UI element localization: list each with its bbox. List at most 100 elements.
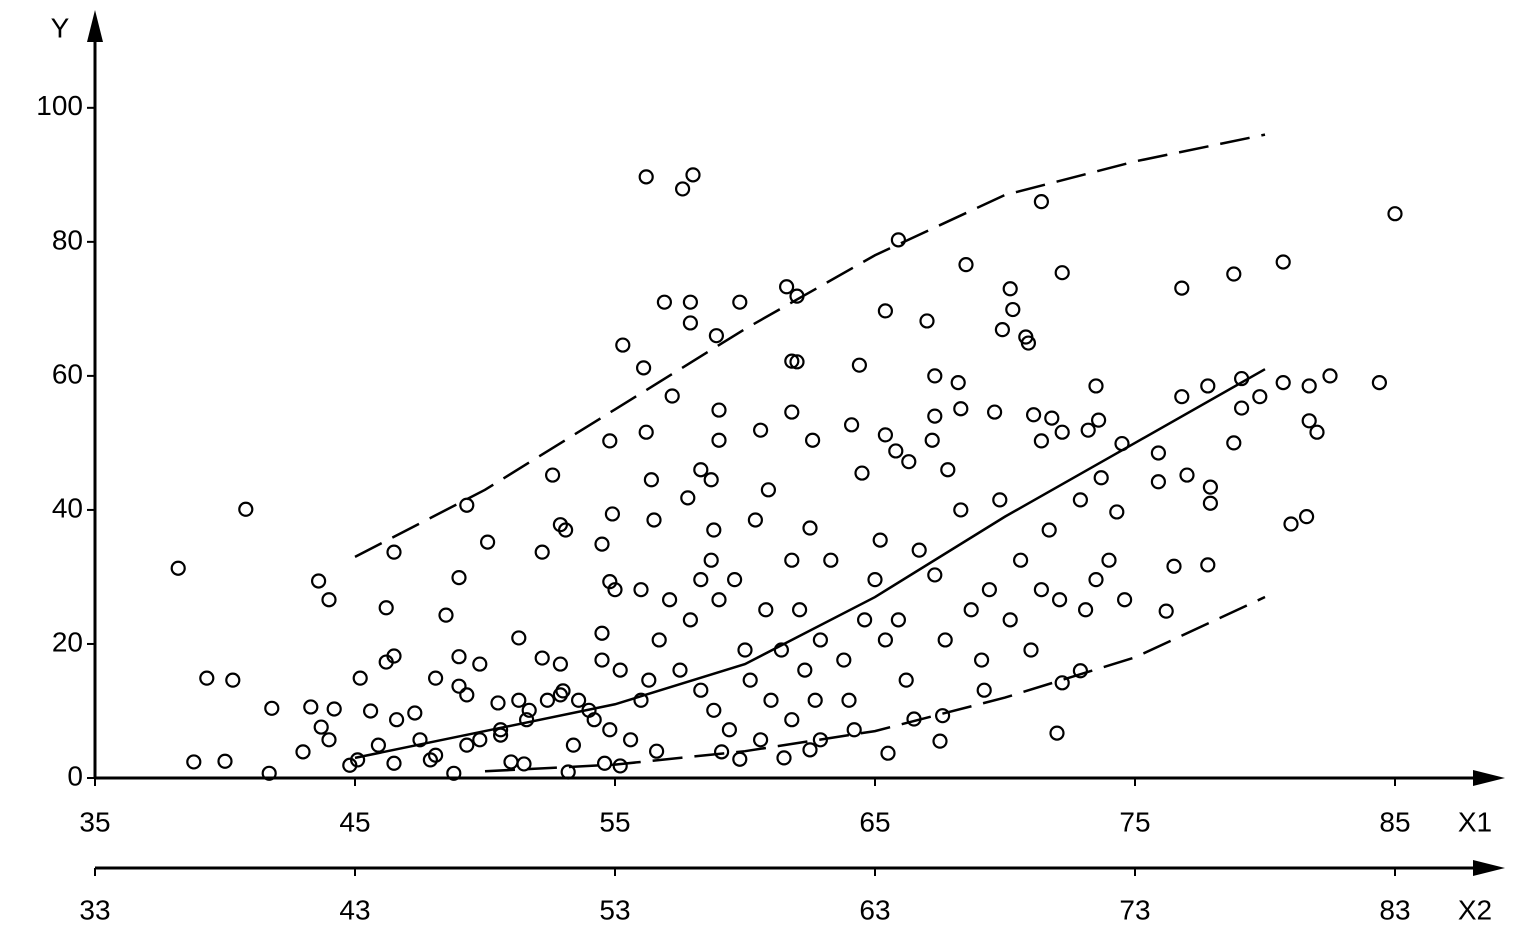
- point: [459, 687, 475, 703]
- point: [511, 692, 527, 708]
- x2-tick-label: 73: [1119, 894, 1150, 925]
- point: [638, 169, 654, 185]
- x-tick-label: 55: [599, 806, 630, 837]
- point: [789, 288, 805, 304]
- point: [1044, 410, 1060, 426]
- curve: [484, 595, 1266, 773]
- point: [773, 642, 790, 658]
- y-tick-label: 80: [52, 224, 83, 255]
- point: [493, 722, 509, 738]
- point: [950, 374, 966, 391]
- point: [451, 678, 467, 694]
- point: [1109, 504, 1125, 520]
- point: [841, 692, 857, 708]
- point: [586, 712, 602, 728]
- point: [1166, 558, 1182, 574]
- y-tick-label: 0: [67, 760, 83, 791]
- point: [1101, 552, 1117, 568]
- point: [758, 602, 774, 618]
- point: [963, 602, 979, 618]
- point: [1179, 467, 1195, 483]
- point: [1226, 266, 1242, 282]
- point: [303, 699, 319, 715]
- x2-tick-label: 63: [859, 894, 890, 925]
- point: [890, 612, 907, 628]
- point: [170, 560, 186, 576]
- point: [633, 692, 649, 708]
- point: [1114, 435, 1130, 452]
- point: [784, 404, 800, 420]
- point: [732, 294, 748, 310]
- point: [604, 506, 621, 522]
- point: [711, 402, 727, 418]
- point: [1387, 206, 1403, 222]
- point: [1301, 413, 1317, 429]
- x-tick-label: 35: [79, 806, 110, 837]
- point: [994, 322, 1011, 338]
- point: [321, 732, 337, 748]
- point: [511, 630, 527, 646]
- point: [1033, 582, 1050, 598]
- x-axis-label: X1: [1458, 806, 1492, 837]
- point: [973, 652, 990, 668]
- point: [682, 612, 699, 628]
- point: [428, 747, 444, 763]
- point: [1088, 378, 1104, 394]
- point: [1077, 602, 1094, 618]
- point: [1020, 335, 1037, 351]
- point: [326, 701, 342, 717]
- point: [1002, 281, 1018, 297]
- point: [1054, 675, 1070, 691]
- point: [877, 632, 894, 648]
- y-axis-label: Y: [51, 12, 70, 43]
- point: [711, 592, 727, 608]
- point: [186, 754, 202, 770]
- y-tick-label: 20: [52, 626, 83, 657]
- point: [534, 544, 550, 560]
- point: [682, 294, 699, 310]
- point: [386, 544, 402, 560]
- x-tick-label: 65: [859, 806, 890, 837]
- point: [940, 462, 956, 478]
- point: [664, 388, 680, 404]
- point: [682, 315, 699, 331]
- point: [693, 682, 709, 698]
- curve: [354, 133, 1266, 558]
- point: [693, 462, 709, 478]
- point: [812, 732, 829, 748]
- point: [1158, 603, 1174, 619]
- point: [199, 670, 215, 686]
- point: [352, 670, 368, 686]
- point: [1054, 424, 1070, 440]
- point: [680, 490, 696, 506]
- point: [594, 625, 610, 641]
- point: [703, 472, 719, 488]
- point: [412, 732, 428, 748]
- point: [693, 572, 709, 588]
- point: [856, 612, 873, 628]
- x2-tick-label: 53: [599, 894, 630, 925]
- point: [633, 582, 649, 598]
- x-arrow: [1473, 770, 1505, 786]
- point: [880, 745, 896, 761]
- point: [1322, 368, 1338, 384]
- point: [1093, 470, 1109, 486]
- point: [1049, 725, 1065, 741]
- point: [703, 552, 719, 568]
- point: [459, 737, 475, 753]
- point: [877, 427, 894, 443]
- point: [1150, 474, 1167, 490]
- point: [924, 432, 940, 448]
- x2-tick-label: 43: [339, 894, 370, 925]
- point: [823, 552, 839, 568]
- point: [622, 732, 639, 748]
- point: [1202, 479, 1219, 495]
- x-tick-label: 75: [1119, 806, 1150, 837]
- x2-tick-label: 33: [79, 894, 110, 925]
- point: [898, 672, 914, 688]
- point: [1033, 433, 1050, 449]
- point: [1012, 552, 1029, 568]
- point: [643, 472, 660, 488]
- point: [451, 649, 467, 665]
